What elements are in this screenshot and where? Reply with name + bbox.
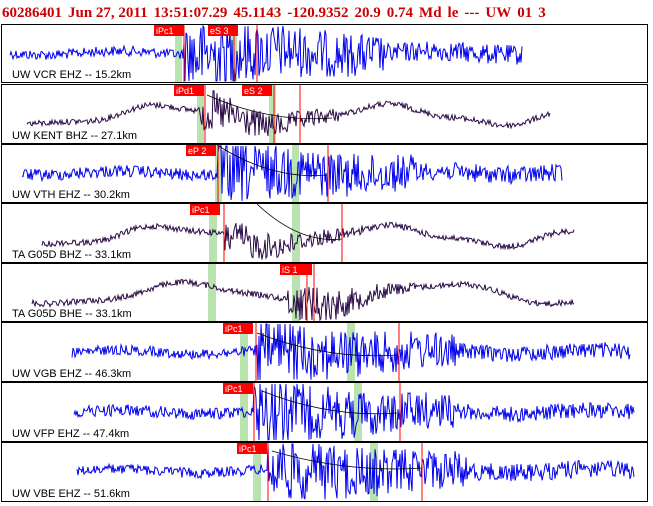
event-version: 01 (517, 5, 533, 21)
station-label: UW VFP EHZ -- 47.4km (12, 428, 130, 440)
separator: --- (464, 5, 480, 21)
pick-label[interactable]: iS 1 (280, 264, 312, 275)
pick-label-bg (237, 443, 267, 454)
magnitude-type: Md (419, 5, 442, 21)
waveform-trace (71, 323, 631, 381)
pick-label-bg (186, 145, 216, 156)
pick-label-bg (223, 383, 253, 394)
pick-window-band (292, 145, 299, 202)
trace-vbe-waveform: iPc1 (76, 443, 635, 501)
pick-label-bg (154, 25, 184, 36)
event-date: Jun 27, 2011 (68, 5, 148, 21)
pick-label-text: iPc1 (239, 444, 257, 454)
event-network: UW (485, 5, 512, 21)
pick-label[interactable]: iPc1 (223, 383, 253, 394)
pick-window-band (292, 204, 300, 262)
waveform-trace (76, 443, 635, 500)
trace-vgb-waveform: iPc1 (71, 323, 631, 381)
pick-label-text: eS 2 (244, 86, 263, 96)
waveform-trace (21, 145, 563, 201)
event-longitude: -120.9352 (287, 5, 349, 21)
pick-label-bg (280, 264, 312, 275)
event-header: 60286401 Jun 27, 2011 13:51:07.29 45.1143 -1… (2, 2, 552, 24)
seismogram-panels: iPc1 eS 3 UW VCR EHZ -- 15.2km iPd1 eS 2 U… (0, 24, 653, 506)
page-number: 3 (538, 5, 546, 21)
waveform-trace (73, 383, 635, 441)
moveout-curve (216, 145, 328, 176)
trace-vfp-waveform: iPc1 (73, 383, 635, 441)
station-label: UW VGB EHZ -- 46.3km (12, 368, 132, 380)
event-id: 60286401 (2, 5, 62, 21)
trace-panel-vth[interactable]: eP 2 UW VTH EHZ -- 30.2km (1, 144, 648, 203)
trace-g05d-bhz-waveform: iPc1 (41, 204, 575, 262)
pick-label-bg (174, 85, 204, 96)
station-label: UW VCR EHZ -- 15.2km (12, 69, 132, 81)
pick-label[interactable]: iPc1 (154, 25, 184, 36)
moveout-curve (256, 332, 398, 357)
trace-vcr-waveform: iPc1 eS 3 (9, 25, 523, 82)
pick-label[interactable]: eP 2 (186, 145, 216, 156)
pick-label-bg (208, 25, 238, 36)
waveform-trace (41, 221, 575, 260)
moveout-curve (271, 450, 423, 470)
pick-window-band (209, 204, 217, 262)
pick-window-band (240, 383, 248, 441)
trace-vth-waveform: eP 2 (21, 145, 563, 202)
moveout-curve (256, 204, 343, 240)
trace-panel-g05d-bhz[interactable]: iPc1 TA G05D BHZ -- 33.1km (1, 203, 648, 263)
trace-panel-vgb[interactable]: iPc1 UW VGB EHZ -- 46.3km (1, 322, 648, 382)
waveform-trace (26, 90, 551, 137)
station-label: UW VTH EHZ -- 30.2km (12, 189, 130, 201)
event-flag: le (447, 5, 459, 21)
pick-label[interactable]: eS 3 (208, 25, 238, 36)
pick-label[interactable]: iPc1 (190, 204, 220, 215)
pick-window-band (208, 264, 216, 321)
station-label: UW KENT BHZ -- 27.1km (12, 130, 138, 142)
trace-panel-vcr[interactable]: iPc1 eS 3 UW VCR EHZ -- 15.2km (1, 24, 648, 83)
pick-label-text: iPc1 (192, 205, 210, 215)
pick-label-bg (190, 204, 220, 215)
station-label: TA G05D BHE -- 33.1km (12, 308, 132, 320)
moveout-curve (261, 390, 398, 415)
pick-label-bg (242, 85, 272, 96)
event-time: 13:51:07.29 (153, 5, 228, 21)
trace-panel-kent[interactable]: iPd1 eS 2 UW KENT BHZ -- 27.1km (1, 84, 648, 144)
pick-label-text: iS 1 (282, 265, 298, 275)
trace-kent-waveform: iPd1 eS 2 (26, 85, 551, 143)
event-depth: 20.9 (354, 5, 381, 21)
pick-label[interactable]: iPd1 (174, 85, 204, 96)
pick-label-text: iPc1 (225, 384, 243, 394)
trace-panel-vfp[interactable]: iPc1 UW VFP EHZ -- 47.4km (1, 382, 648, 442)
event-latitude: 45.1143 (233, 5, 282, 21)
pick-label-text: iPd1 (176, 86, 194, 96)
pick-label-text: eS 3 (210, 26, 229, 36)
trace-panel-g05d-bhe[interactable]: iS 1 TA G05D BHE -- 33.1km (1, 263, 648, 322)
waveform-trace (9, 25, 523, 82)
moveout-curve (206, 94, 333, 120)
pick-window-band (253, 443, 261, 501)
event-magnitude: 0.74 (386, 5, 414, 21)
pick-label[interactable]: iPc1 (237, 443, 267, 454)
waveform-trace (31, 277, 575, 321)
station-label: UW VBE EHZ -- 51.6km (12, 488, 130, 500)
pick-label-text: iPc1 (156, 26, 174, 36)
pick-label-text: eP 2 (188, 146, 206, 156)
trace-panel-vbe[interactable]: iPc1 UW VBE EHZ -- 51.6km (1, 442, 648, 502)
pick-label[interactable]: eS 2 (242, 85, 272, 96)
station-label: TA G05D BHZ -- 33.1km (12, 249, 131, 261)
trace-g05d-bhe-waveform: iS 1 (31, 264, 575, 321)
pick-label[interactable]: iPc1 (223, 323, 253, 334)
pick-label-text: iPc1 (225, 324, 243, 334)
pick-label-bg (223, 323, 253, 334)
pick-window-band (292, 264, 300, 321)
